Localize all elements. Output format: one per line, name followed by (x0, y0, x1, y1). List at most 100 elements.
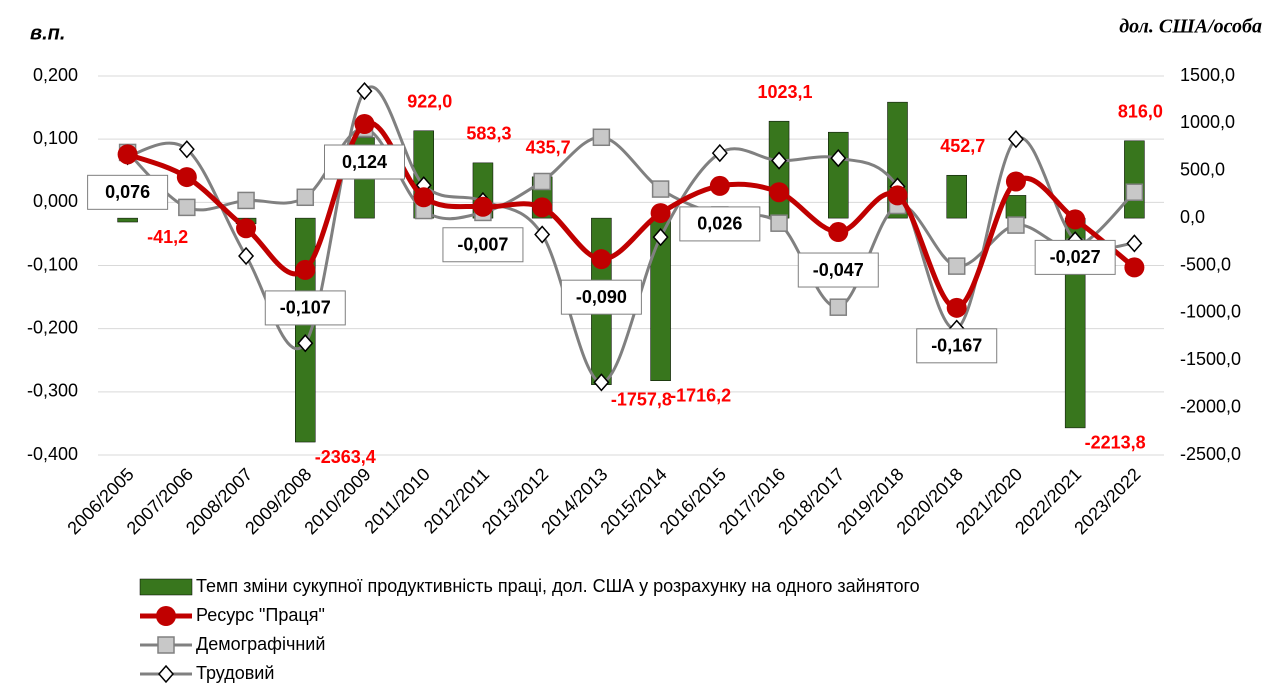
point (1065, 209, 1086, 230)
label-box (264, 290, 346, 326)
y-tick-label: -0,300 (27, 381, 78, 401)
line-value-label: -0,090 (576, 287, 627, 307)
y-axis-label: в.п. (30, 22, 65, 44)
point (1126, 234, 1143, 253)
point (770, 214, 788, 232)
line-series (117, 114, 1145, 318)
y2-tick-label: 0,0 (1180, 207, 1205, 227)
point (651, 180, 670, 198)
bar (946, 174, 967, 219)
legend-swatch (139, 578, 193, 596)
y-tick-label: -0,400 (27, 444, 78, 464)
line-value-label: 0,124 (342, 152, 387, 172)
point (533, 172, 551, 191)
point (238, 246, 255, 266)
legend-label: Демографічний (196, 634, 325, 654)
y2-axis-label: дол. США/особа (1119, 16, 1262, 38)
point (472, 196, 493, 217)
point (413, 187, 434, 208)
bar-value-label: 816,0 (1118, 102, 1163, 122)
bar (117, 217, 138, 223)
point (769, 182, 790, 203)
point (946, 297, 967, 318)
point (650, 203, 671, 224)
bar-value-label: 435,7 (526, 138, 571, 158)
point (591, 249, 612, 270)
point (534, 225, 551, 244)
y2-tick-label: -1500,0 (1180, 349, 1241, 369)
y2-tick-label: -2000,0 (1180, 396, 1241, 416)
point (830, 148, 847, 168)
point (771, 151, 788, 170)
line-value-label: 0,076 (105, 182, 150, 202)
point (176, 167, 197, 188)
point (592, 128, 611, 147)
point (887, 185, 908, 206)
line-value-label: -0,007 (457, 235, 508, 255)
point (354, 114, 375, 135)
point (652, 227, 669, 247)
point (296, 188, 315, 207)
point (295, 259, 316, 280)
bar-value-label: 922,0 (407, 92, 452, 112)
line-value-label: 0,026 (697, 214, 742, 234)
y2-tick-label: 1500,0 (1180, 65, 1235, 85)
point (532, 197, 553, 218)
point (356, 82, 373, 101)
label-box (560, 279, 642, 315)
label-box (87, 174, 169, 210)
y2-tick-label: 1000,0 (1180, 112, 1235, 132)
point (236, 218, 257, 239)
point (156, 606, 176, 626)
point (1007, 216, 1025, 234)
point (1007, 130, 1024, 149)
point (1124, 257, 1145, 278)
point (947, 257, 966, 275)
y-tick-label: 0,000 (33, 191, 78, 211)
y-tick-label: 0,100 (33, 128, 78, 148)
line-value-label: -0,047 (813, 260, 864, 280)
label-box (1034, 239, 1116, 275)
bar-value-label: -2363,4 (315, 447, 376, 467)
legend-label: Трудовий (196, 663, 274, 683)
y2-tick-label: -1000,0 (1180, 302, 1241, 322)
bar-value-label: -41,2 (147, 227, 188, 247)
bar-value-label: 1023,1 (758, 82, 813, 102)
line-value-label: -0,107 (280, 298, 331, 318)
point (1125, 183, 1144, 201)
bar (828, 131, 849, 219)
point (711, 143, 728, 163)
bar-value-label: -2213,8 (1085, 433, 1146, 453)
label-box (679, 206, 761, 242)
point (297, 334, 314, 353)
y-tick-label: -0,200 (27, 317, 78, 337)
label-box (442, 227, 524, 263)
line-value-label: -0,167 (931, 336, 982, 356)
point (709, 175, 730, 196)
y2-tick-label: -2500,0 (1180, 444, 1241, 464)
y-tick-label: 0,200 (33, 65, 78, 85)
legend-label: Ресурс "Праця" (196, 605, 325, 625)
y2-tick-label: -500,0 (1180, 254, 1231, 274)
legend-label: Темп зміни сукупної продуктивність праці… (196, 576, 920, 596)
bar (1124, 140, 1145, 219)
point (828, 222, 849, 243)
point (237, 191, 255, 210)
bar-value-label: 452,7 (940, 136, 985, 156)
point (593, 373, 610, 392)
bar-value-label: 583,3 (466, 124, 511, 144)
point (157, 636, 175, 654)
line-value-label: -0,027 (1050, 247, 1101, 267)
label-box (797, 252, 879, 288)
point (1005, 171, 1026, 192)
point (158, 664, 174, 684)
label-box (324, 144, 405, 180)
bar-value-label: -1757,8 (611, 389, 672, 409)
point (829, 298, 848, 316)
bar-value-label: -1716,2 (670, 385, 731, 405)
y2-tick-label: 500,0 (1180, 160, 1225, 180)
label-box (916, 328, 998, 364)
point (178, 198, 196, 217)
point (117, 144, 138, 165)
